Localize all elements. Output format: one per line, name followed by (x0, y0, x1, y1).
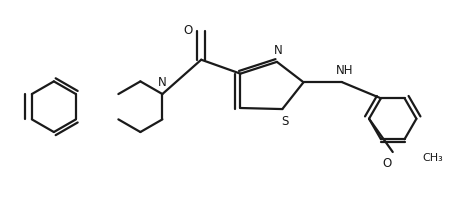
Text: NH: NH (335, 64, 353, 77)
Text: O: O (382, 157, 391, 170)
Text: N: N (273, 44, 282, 57)
Text: N: N (158, 76, 166, 89)
Text: S: S (280, 115, 288, 128)
Text: O: O (184, 24, 193, 37)
Text: CH₃: CH₃ (421, 153, 442, 164)
